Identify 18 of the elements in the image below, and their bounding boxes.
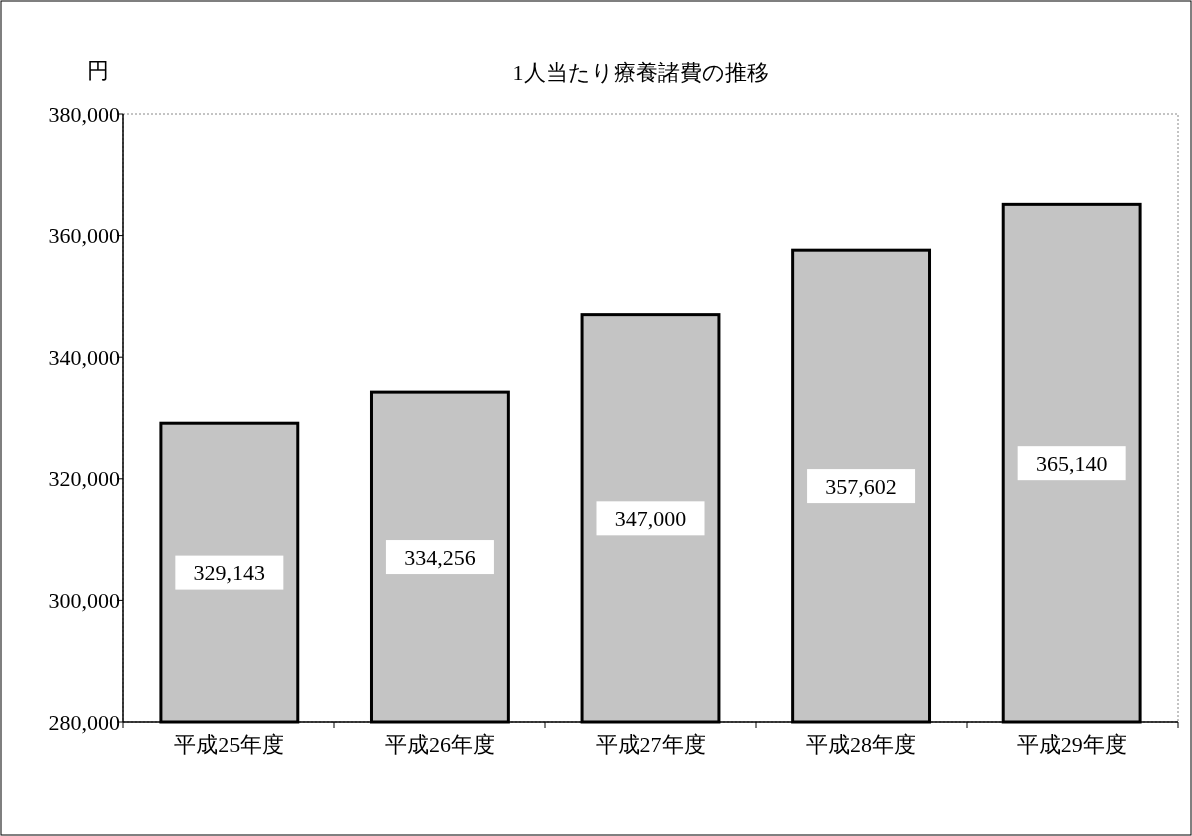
x-tick-label: 平成25年度 [174, 732, 285, 757]
y-tick-label: 320,000 [48, 466, 120, 492]
y-axis-title: 円 [87, 58, 109, 83]
data-label: 334,256 [404, 544, 476, 570]
y-tick-label: 380,000 [48, 101, 120, 127]
x-tick-label: 平成26年度 [384, 732, 495, 757]
data-label: 329,143 [193, 560, 266, 586]
chart-title: 1人当たり療養諸費の推移 [512, 60, 769, 85]
x-tick-label: 平成28年度 [806, 732, 917, 757]
y-tick-label: 300,000 [48, 587, 120, 613]
data-label: 347,000 [614, 505, 687, 531]
x-tick-label: 平成29年度 [1016, 732, 1127, 757]
data-label: 357,602 [825, 473, 897, 499]
y-tick-label: 360,000 [48, 223, 120, 249]
y-tick-label: 280,000 [48, 709, 120, 735]
y-tick-label: 340,000 [48, 344, 120, 370]
x-tick-label: 平成27年度 [595, 732, 706, 757]
data-label: 365,140 [1035, 450, 1108, 476]
